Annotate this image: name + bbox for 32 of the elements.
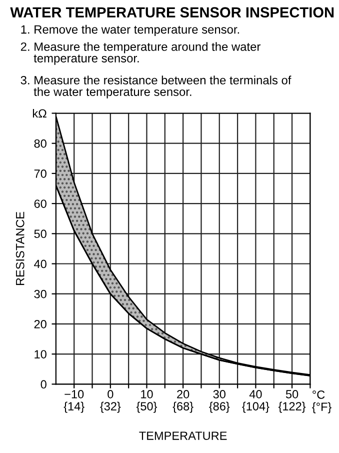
text: {°F} [312, 402, 332, 414]
text: 2. Measure the temperature around the water temperature sensor. [20, 42, 260, 65]
y-tick-label: 50 [34, 230, 46, 238]
x2-tick-label: {86} [209, 402, 230, 413]
x-tick-label: 50 [286, 390, 298, 398]
text: 3. Measure the resistance between the terminals of the water temperature sensor. [20, 76, 292, 98]
y-axis-title: RESISTANCE [16, 212, 24, 286]
x2-tick-label: {122} [278, 402, 306, 413]
x2-tick-label: {14} [64, 402, 84, 413]
x-tick-label: 40 [249, 390, 262, 398]
x2-tick-label: {68} [172, 402, 194, 413]
x-tick-label: 0 [108, 390, 114, 398]
x-tick-label: 10 [141, 390, 153, 398]
y-tick-label: 60 [34, 200, 46, 208]
x-tick-label: 20 [177, 390, 190, 398]
text: °C [312, 390, 325, 399]
x2-tick-label: {32} [100, 402, 121, 413]
y-tick-label: 10 [34, 350, 46, 358]
x-tick-label: 30 [213, 390, 226, 398]
y-tick-label: 80 [34, 139, 46, 148]
y-tick-label: 0 [40, 380, 46, 389]
x-axis-title: TEMPERATURE [139, 432, 227, 440]
x2-tick-label: {104} [242, 402, 270, 413]
y-tick-label: 30 [34, 290, 46, 298]
y-tick-label: 40 [34, 260, 46, 268]
y-tick-label: 20 [34, 320, 46, 328]
y-tick-label: 70 [34, 169, 46, 178]
x2-tick-label: {50} [136, 402, 158, 413]
chart-title: WATER TEMPERATURE SENSOR INSPECTION [10, 7, 334, 18]
text: 1. Remove the water temperature sensor. [21, 24, 240, 36]
y-tick-label: kΩ [32, 108, 46, 118]
x-tick-label: −10 [64, 390, 84, 398]
